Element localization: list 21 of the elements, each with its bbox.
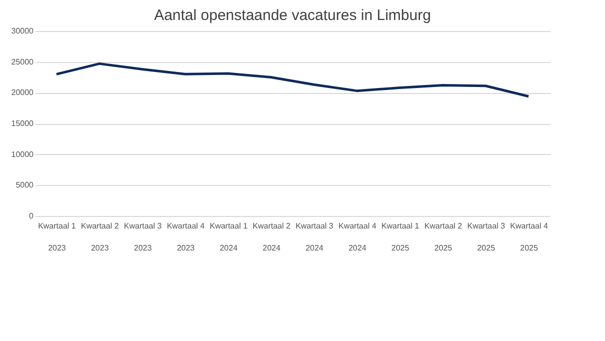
y-tick-label: 25000 [11, 57, 34, 66]
category-label: Kwartaal 2 2025 [424, 222, 462, 252]
category-label: Kwartaal 2 2023 [80, 222, 119, 252]
y-tick-label: 5000 [16, 180, 34, 190]
category-label: Kwartaal 3 2024 [296, 222, 334, 252]
y-tick-label: 10000 [11, 150, 34, 159]
category-label: Kwartaal 2 2024 [252, 222, 290, 252]
y-tick-label: 20000 [11, 88, 34, 98]
category-label: Kwartaal 3 2025 [467, 222, 506, 252]
category-label: Kwartaal 1 2024 [210, 222, 248, 252]
category-label: Kwartaal 3 2023 [124, 222, 162, 252]
category-label: Kwartaal 4 2024 [338, 222, 376, 252]
y-tick-label: 30000 [11, 26, 34, 36]
y-tick-label: 15000 [11, 119, 34, 128]
y-tick-label: 0 [29, 212, 34, 220]
category-label: Kwartaal 4 2023 [166, 222, 205, 252]
category-label: Kwartaal 1 2023 [38, 222, 76, 252]
line-series [55, 62, 530, 98]
chart-title: Aantal openstaande vacatures in Limburg [154, 7, 431, 24]
category-label: Kwartaal 1 2025 [381, 222, 420, 252]
category-label: Kwartaal 4 2025 [510, 222, 548, 252]
